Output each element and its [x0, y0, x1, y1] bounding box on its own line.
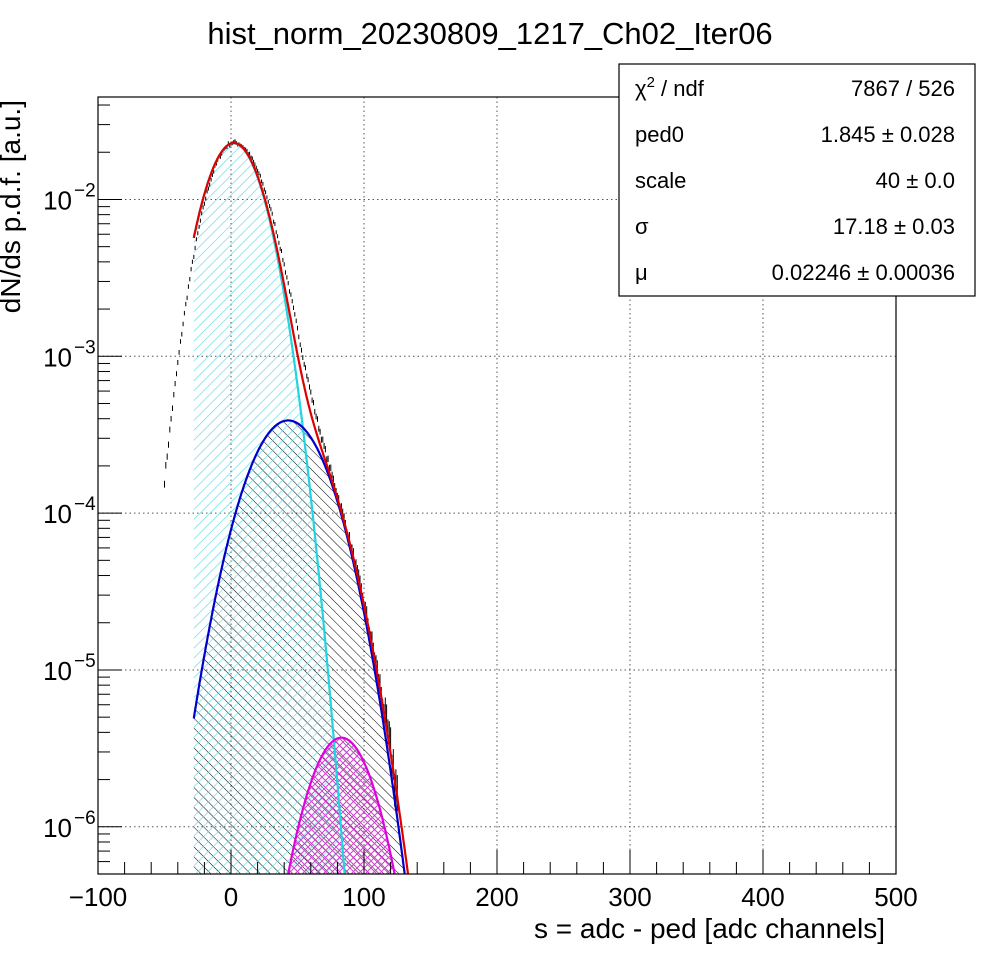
chart-title: hist_norm_20230809_1217_Ch02_Iter06	[207, 16, 772, 51]
y-tick-label: 10 −3	[43, 337, 96, 372]
x-tick-label: 300	[608, 882, 651, 912]
y-tick-label: 10 −6	[43, 808, 96, 843]
fit-statistics-box: χ2 / ndf 7867 / 526 ped0 1.845 ± 0.028 scale…	[618, 63, 976, 297]
stats-param-name: ped0	[635, 122, 684, 147]
y-tick-label: 10 −4	[43, 494, 96, 529]
stats-param-name: χ2 / ndf	[635, 74, 705, 101]
one-pe-curve	[192, 419, 406, 874]
stats-param-name: μ	[635, 260, 648, 285]
x-tick-label: 400	[741, 882, 784, 912]
stats-param-value: 17.18 ± 0.03	[833, 214, 955, 239]
x-tick-label: 500	[874, 882, 917, 912]
y-axis-label: dN/ds p.d.f. [a.u.]	[0, 100, 26, 313]
x-tick-label: 100	[342, 882, 385, 912]
x-tick-label: −100	[69, 882, 128, 912]
two-pe-curve	[287, 736, 396, 874]
stats-param-name: σ	[635, 214, 649, 239]
y-tick-label: 10 −5	[43, 651, 96, 686]
total-fit-curve	[192, 141, 410, 874]
stats-param-value: 1.845 ± 0.028	[821, 122, 955, 147]
pedestal-fill	[193, 143, 345, 874]
stats-param-value: 0.02246 ± 0.00036	[772, 260, 955, 285]
stats-param-value: 40 ± 0.0	[876, 168, 955, 193]
x-axis-label: s = adc - ped [adc channels]	[534, 913, 885, 944]
stats-param-name: scale	[635, 168, 686, 193]
y-tick-label: 10 −2	[43, 180, 96, 215]
x-tick-label: 0	[224, 882, 238, 912]
x-tick-label: 200	[475, 882, 518, 912]
stats-param-value: 7867 / 526	[851, 76, 955, 101]
